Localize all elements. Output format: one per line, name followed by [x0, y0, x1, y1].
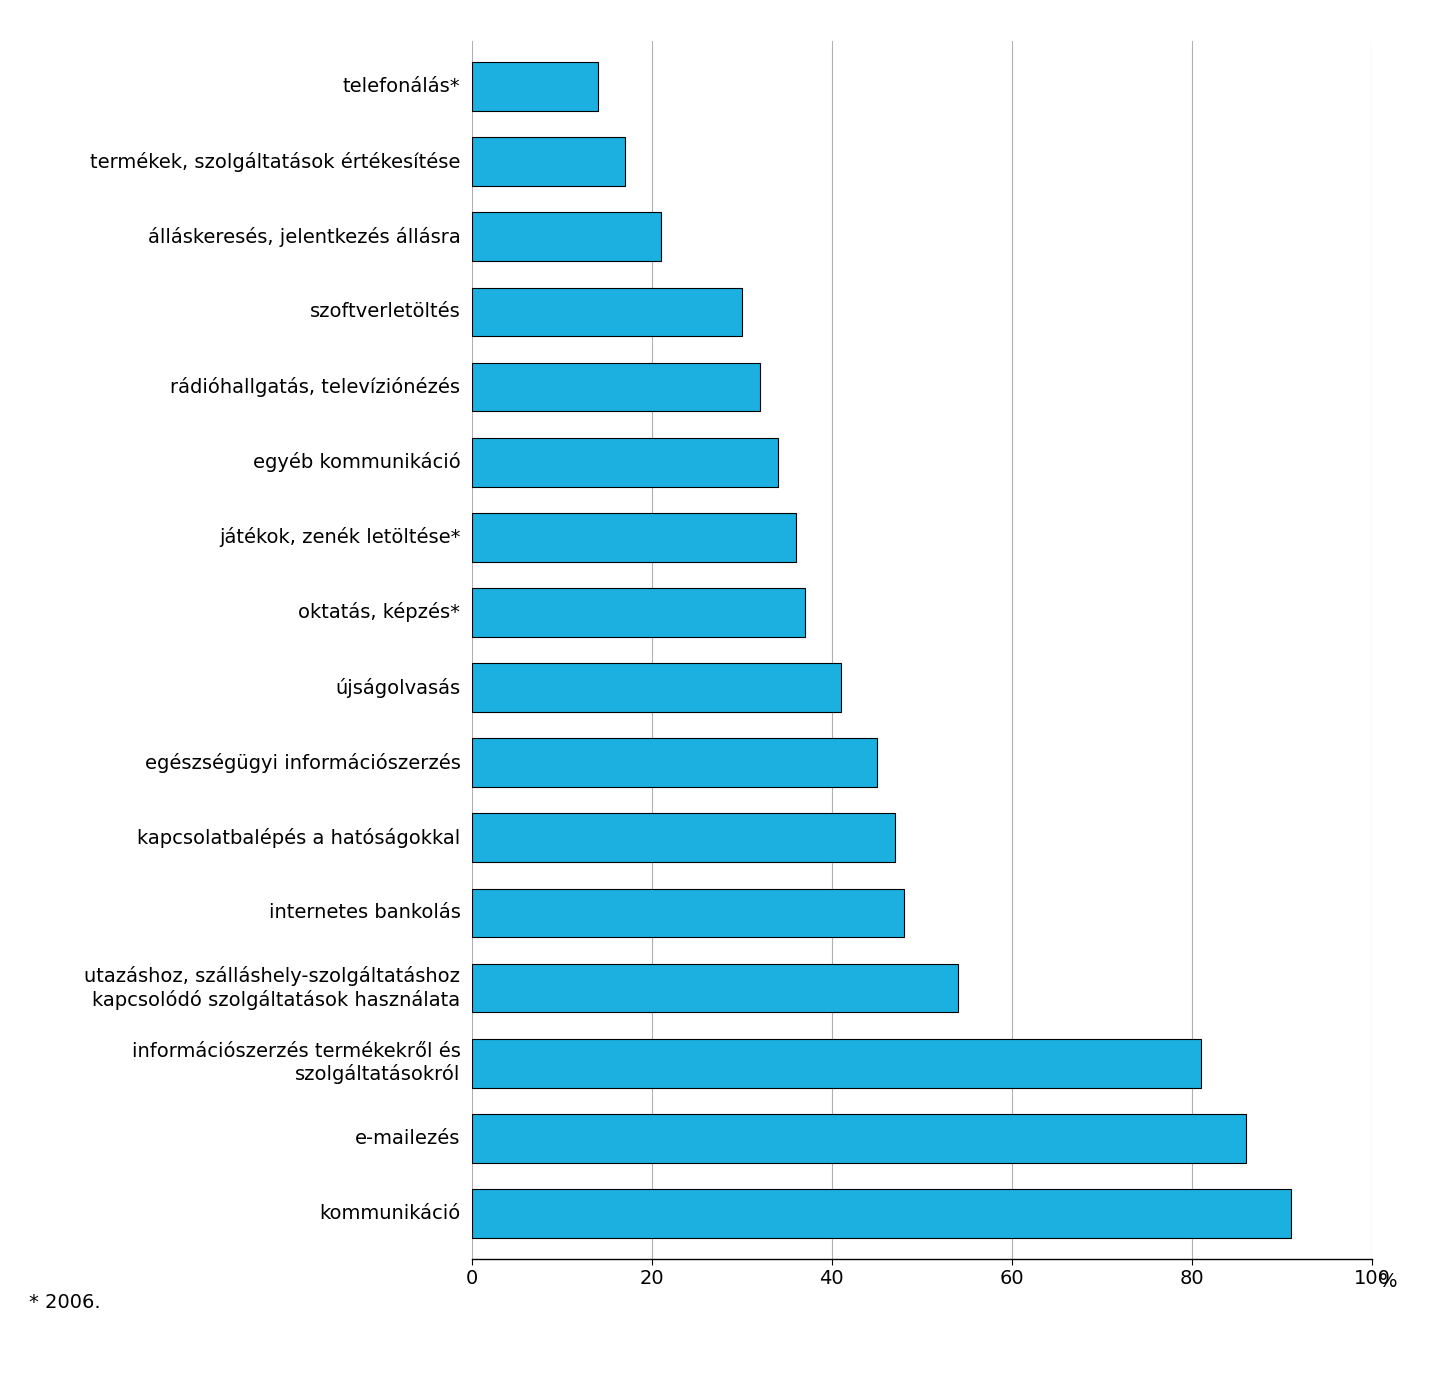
Bar — [472, 964, 957, 1012]
Bar — [472, 137, 624, 187]
Text: * 2006.: * 2006. — [29, 1293, 100, 1312]
Bar — [472, 213, 660, 261]
Bar — [472, 1189, 1290, 1238]
Bar — [472, 888, 903, 938]
Text: %: % — [1379, 1272, 1398, 1292]
Bar — [472, 739, 876, 787]
Bar — [472, 62, 597, 111]
Bar — [472, 438, 777, 487]
Bar — [472, 588, 805, 636]
Bar — [472, 813, 895, 862]
Bar — [472, 362, 760, 412]
Bar — [472, 1039, 1200, 1087]
Bar — [472, 1113, 1246, 1163]
Bar — [472, 288, 742, 336]
Bar — [472, 513, 796, 561]
Bar — [472, 664, 840, 712]
